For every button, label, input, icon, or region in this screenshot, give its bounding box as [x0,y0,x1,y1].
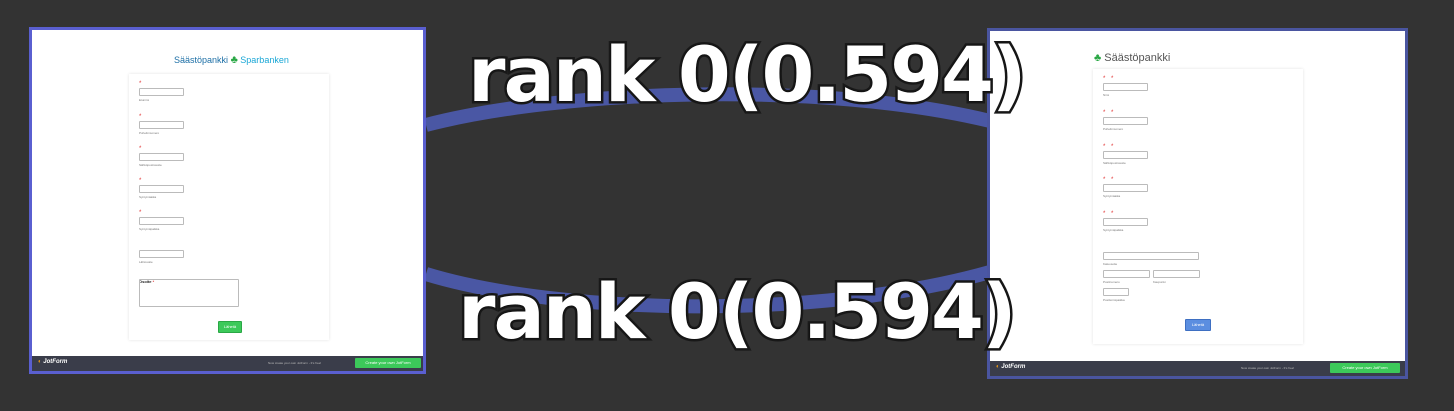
address-street: Katuosoite [1103,252,1199,266]
text-input[interactable] [139,250,184,258]
create-jotform-button[interactable]: Create your own JotForm [1330,363,1400,373]
address-label: Osoite * [139,279,155,284]
footer-bar: ◐ JotForm Now create your own JotForm - … [32,356,423,371]
form-field: * * Syntymäaika [1103,177,1148,198]
address-postal: Postinumero [1103,270,1150,284]
form-field: * * Nimi [1103,76,1148,97]
jotform-logo: ◐ JotForm [996,364,1026,370]
footer-tagline: Now create your own JotForm - It's free! [1241,366,1295,370]
tree-leaf-icon: ♣ [230,54,238,66]
form-field: * * Sähköpostiosoite [1103,144,1148,165]
text-input[interactable] [1103,151,1148,159]
form-card: * Etunimi * Puhelinnumero * Sähköpostios… [129,74,329,340]
text-input[interactable] [1103,184,1148,192]
address-city: Kaupunki [1153,270,1200,284]
edge-label-top: rank 0(0.594) [466,28,1030,122]
text-input[interactable] [1103,288,1129,296]
form-card: * * Nimi * * Puhelinnumero * * Sähköpost… [1093,69,1303,344]
edge-top [424,87,992,132]
text-input[interactable] [1103,218,1148,226]
form-field: Lähiosoite [139,243,184,264]
address-textarea[interactable] [139,279,239,307]
text-input[interactable] [139,88,184,96]
footer-tagline: Now create your own JotForm - It's free! [268,361,322,365]
footer-bar: ◐ JotForm Now create your own JotForm - … [990,361,1405,376]
text-input[interactable] [1103,252,1199,260]
text-input[interactable] [1103,270,1150,278]
form-field: * Syntymäaika [139,178,184,199]
form-field: * Etunimi [139,81,184,102]
tree-leaf-icon: ♣ [1094,52,1102,64]
node-form-left[interactable]: Säästöpankki ♣ Sparbanken * Etunimi * Pu… [29,27,426,374]
form-field: * Syntymäpaikka [139,210,184,231]
form-field: * * Puhelinnumero [1103,110,1148,131]
submit-button[interactable]: Lähetä [218,321,242,333]
form-field: * * Syntymäpaikka [1103,211,1148,232]
brand-logo: ♣ Säästöpankki [1094,52,1171,64]
node-form-right[interactable]: ♣ Säästöpankki * * Nimi * * Puhelinnumer… [987,28,1408,379]
jotform-logo: ◐ JotForm [38,359,68,365]
address-postoffice: Postitoimipaikka [1103,288,1129,302]
create-jotform-button[interactable]: Create your own JotForm [355,358,421,368]
text-input[interactable] [1103,117,1148,125]
submit-button[interactable]: Lähetä [1185,319,1211,331]
text-input[interactable] [139,185,184,193]
text-input[interactable] [139,153,184,161]
form-field: * Puhelinnumero [139,114,184,135]
edge-label-bottom: rank 0(0.594) [456,265,1020,359]
text-input[interactable] [139,121,184,129]
form-field: * Sähköpostiosoite [139,146,184,167]
edge-bottom [423,265,992,314]
text-input[interactable] [1103,83,1148,91]
text-input[interactable] [1153,270,1200,278]
text-input[interactable] [139,217,184,225]
brand-logo: Säästöpankki ♣ Sparbanken [174,54,289,66]
